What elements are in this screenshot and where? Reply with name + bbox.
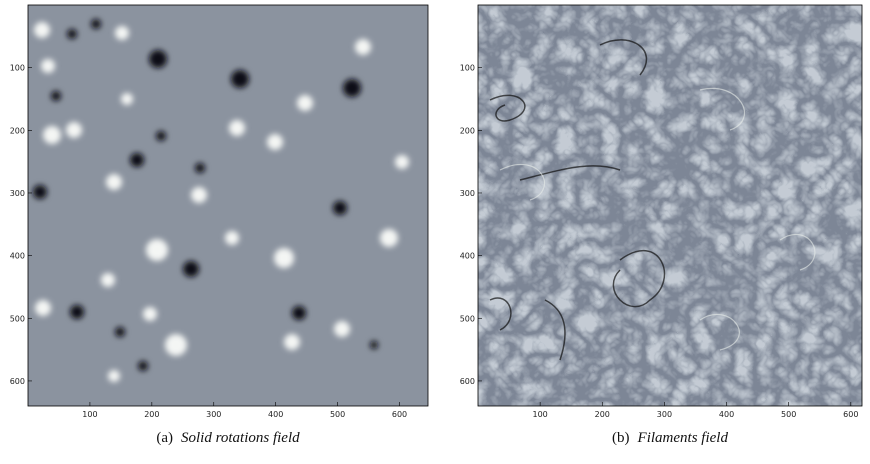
image-b [478, 5, 862, 406]
x-tick-label: 400 [268, 410, 283, 419]
x-tick-label: 300 [206, 410, 221, 419]
x-tick-label: 500 [330, 410, 345, 419]
y-tick-label: 600 [10, 377, 25, 386]
y-tick-label: 500 [10, 314, 25, 323]
caption-b: (b) Filaments field [612, 430, 728, 446]
x-tick-label: 600 [392, 410, 407, 419]
y-tick-label: 400 [10, 252, 25, 261]
image-a [28, 5, 428, 406]
x-tick-label: 200 [595, 410, 610, 419]
x-tick-label: 200 [144, 410, 159, 419]
y-tick-label: 400 [460, 252, 475, 261]
caption-a: (a) Solid rotations field [156, 430, 300, 446]
caption-label: (a) [156, 430, 173, 446]
y-tick-label: 300 [460, 189, 475, 198]
caption-text: Solid rotations field [181, 430, 300, 446]
y-tick-label: 100 [460, 64, 475, 73]
y-tick-label: 600 [460, 377, 475, 386]
x-tick-label: 300 [657, 410, 672, 419]
x-tick-label: 400 [719, 410, 734, 419]
y-tick-label: 200 [460, 126, 475, 135]
y-tick-label: 100 [10, 64, 25, 73]
frame-a [27, 4, 429, 407]
caption-text: Filaments field [637, 430, 729, 446]
frame-b [477, 4, 863, 407]
x-tick-label: 100 [82, 410, 97, 419]
x-tick-label: 600 [843, 410, 858, 419]
y-tick-label: 300 [10, 189, 25, 198]
x-tick-label: 500 [781, 410, 796, 419]
caption-label: (b) [612, 430, 630, 446]
y-tick-label: 500 [460, 314, 475, 323]
x-tick-label: 100 [532, 410, 547, 419]
y-tick-label: 200 [10, 126, 25, 135]
